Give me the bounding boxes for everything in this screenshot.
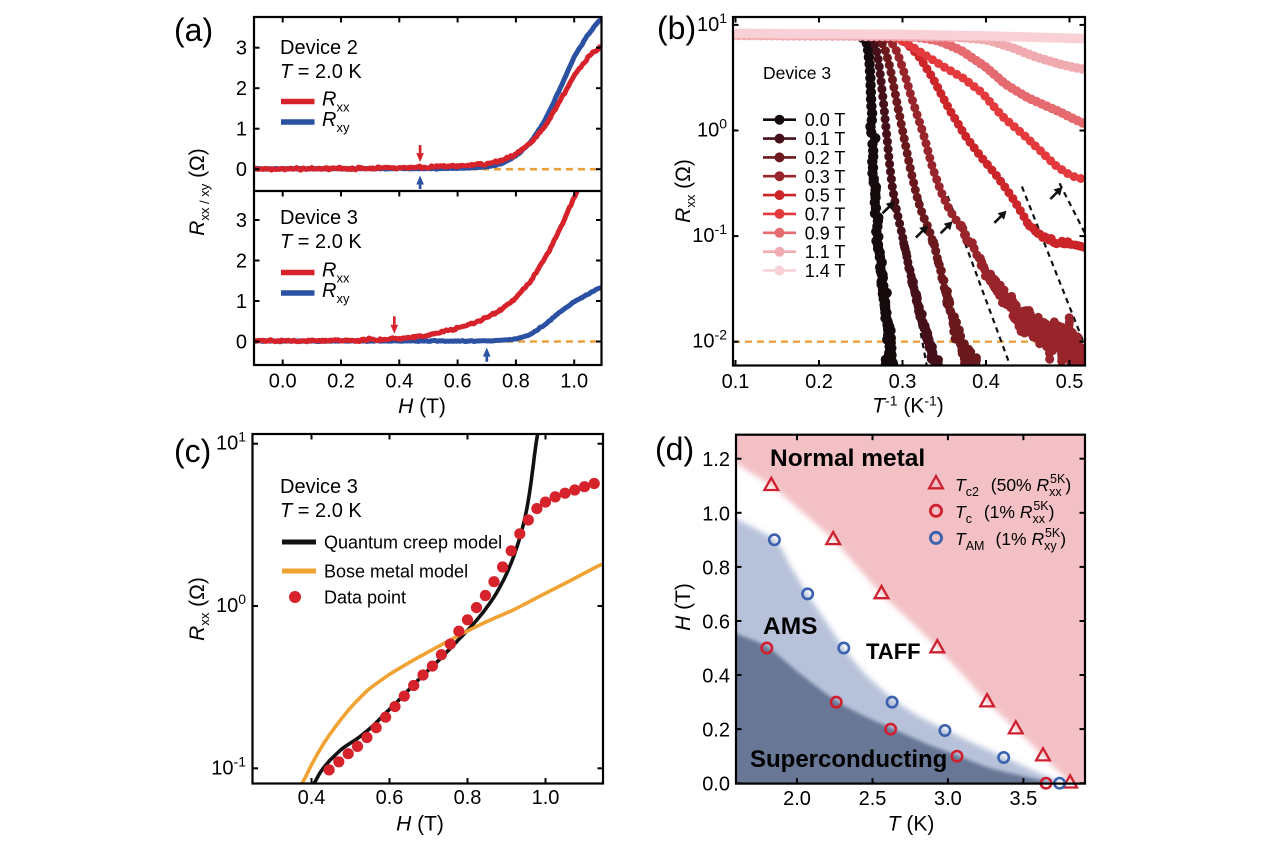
svg-text:(b): (b) (657, 10, 696, 46)
svg-text:0.3: 0.3 (889, 371, 917, 393)
svg-text:TAM(1% Rxy5K): TAM (1% Rxy5K) (955, 526, 1066, 553)
svg-text:0: 0 (236, 159, 247, 181)
svg-text:Rxy: Rxy (322, 109, 350, 135)
svg-text:Rxx: Rxx (322, 89, 350, 115)
svg-text:0.3 T: 0.3 T (805, 167, 846, 187)
svg-text:0.1: 0.1 (722, 371, 750, 393)
svg-text:2: 2 (236, 78, 247, 100)
svg-text:Normal metal: Normal metal (770, 445, 925, 472)
svg-text:Rxx (Ω): Rxx (Ω) (672, 159, 698, 223)
svg-text:Device 2: Device 2 (280, 37, 358, 59)
svg-text:Tc2 (50% Rxx5K): Tc2 (50% Rxx5K) (955, 472, 1071, 499)
svg-text:Device 3: Device 3 (280, 476, 358, 498)
svg-text:0.7 T: 0.7 T (805, 204, 846, 224)
svg-text:2.5: 2.5 (859, 788, 887, 810)
svg-text:0.5 T: 0.5 T (805, 186, 846, 206)
svg-text:3: 3 (236, 210, 247, 232)
svg-text:1.2: 1.2 (702, 449, 730, 471)
svg-text:0: 0 (236, 332, 247, 354)
svg-text:1: 1 (236, 291, 247, 313)
svg-text:0.9 T: 0.9 T (805, 223, 846, 243)
svg-text:0.6: 0.6 (376, 787, 404, 809)
svg-text:T = 2.0 K: T = 2.0 K (280, 231, 362, 253)
svg-text:(d): (d) (655, 431, 694, 467)
svg-text:(c): (c) (174, 433, 211, 469)
svg-text:H (T): H (T) (672, 583, 695, 631)
svg-text:Bose metal model: Bose metal model (324, 562, 468, 582)
svg-text:Tc (1% Rxx5K): Tc (1% Rxx5K) (955, 499, 1054, 526)
svg-text:0.8: 0.8 (702, 557, 730, 579)
svg-text:0.2: 0.2 (702, 720, 730, 742)
svg-text:2: 2 (236, 251, 247, 273)
svg-text:1.0: 1.0 (560, 371, 588, 393)
svg-text:H (T): H (T) (396, 813, 444, 836)
svg-text:2.0: 2.0 (783, 788, 811, 810)
svg-text:0.2: 0.2 (327, 371, 355, 393)
svg-text:0.6: 0.6 (702, 612, 730, 634)
svg-text:0.0: 0.0 (702, 774, 730, 796)
svg-text:3.5: 3.5 (1009, 788, 1037, 810)
svg-text:Device 3: Device 3 (763, 63, 831, 83)
svg-text:T (K): T (K) (888, 813, 935, 836)
svg-text:0.2 T: 0.2 T (805, 148, 846, 168)
svg-text:0.0 T: 0.0 T (805, 110, 846, 130)
svg-text:T = 2.0 K: T = 2.0 K (280, 61, 362, 83)
svg-text:Data point: Data point (324, 588, 406, 608)
svg-text:Rxy: Rxy (322, 280, 350, 306)
svg-text:0.4: 0.4 (702, 666, 730, 688)
svg-text:0.4: 0.4 (972, 371, 1000, 393)
svg-text:1: 1 (236, 119, 247, 141)
svg-text:1.0: 1.0 (532, 787, 560, 809)
svg-text:T-1 (K-1): T-1 (K-1) (872, 393, 944, 418)
svg-text:0.2: 0.2 (805, 371, 833, 393)
svg-text:Quantum creep model: Quantum creep model (324, 533, 502, 553)
svg-text:TAFF: TAFF (866, 639, 921, 664)
svg-text:Superconducting: Superconducting (750, 746, 947, 773)
svg-text:0.6: 0.6 (444, 371, 472, 393)
svg-text:AMS: AMS (763, 613, 817, 640)
svg-text:H (T): H (T) (398, 395, 446, 418)
svg-text:0.0: 0.0 (269, 371, 297, 393)
svg-text:3: 3 (236, 38, 247, 60)
svg-text:Rxx / xy (Ω): Rxx / xy (Ω) (186, 148, 212, 236)
svg-text:0.1 T: 0.1 T (805, 129, 846, 149)
svg-text:Rxx (Ω): Rxx (Ω) (186, 577, 212, 641)
svg-text:T = 2.0 K: T = 2.0 K (280, 500, 362, 522)
svg-text:1.4 T: 1.4 T (805, 261, 846, 281)
svg-text:3.0: 3.0 (934, 788, 962, 810)
svg-text:(a): (a) (174, 12, 213, 48)
svg-text:0.8: 0.8 (454, 787, 482, 809)
svg-text:0.5: 0.5 (1056, 371, 1084, 393)
svg-text:1.0: 1.0 (702, 503, 730, 525)
svg-text:Device 3: Device 3 (280, 207, 358, 229)
svg-text:Rxx: Rxx (322, 260, 350, 286)
svg-text:0.4: 0.4 (298, 787, 326, 809)
svg-text:0.4: 0.4 (385, 371, 413, 393)
svg-text:0.8: 0.8 (502, 371, 530, 393)
svg-text:1.1 T: 1.1 T (805, 242, 846, 262)
